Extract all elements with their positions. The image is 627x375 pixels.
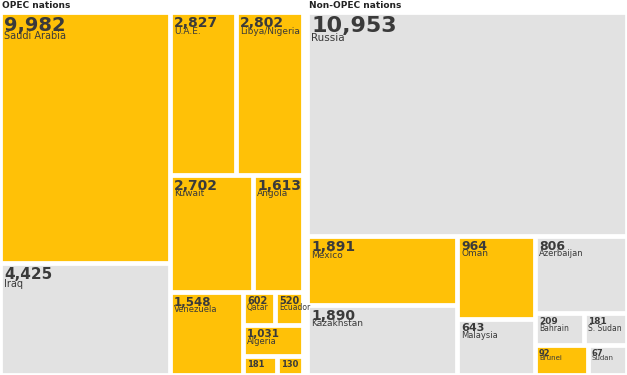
Bar — [244, 326, 302, 355]
Text: 964: 964 — [461, 240, 487, 253]
Bar — [244, 357, 276, 374]
Bar — [536, 237, 626, 312]
Bar — [536, 314, 583, 344]
Text: OPEC nations: OPEC nations — [2, 1, 70, 10]
Text: Azerbaijan: Azerbaijan — [539, 249, 584, 258]
Text: S. Sudan: S. Sudan — [588, 324, 621, 333]
Text: 130: 130 — [281, 360, 298, 369]
Text: Angola: Angola — [257, 189, 288, 198]
Bar — [458, 320, 534, 374]
Text: 1,613: 1,613 — [257, 179, 301, 193]
Text: Algeria: Algeria — [247, 337, 277, 346]
Bar — [308, 237, 456, 304]
Text: 2,802: 2,802 — [240, 16, 284, 30]
Text: Brunei: Brunei — [539, 355, 562, 361]
Text: Iraq: Iraq — [4, 279, 23, 288]
Text: 2,702: 2,702 — [174, 179, 218, 193]
Bar — [589, 346, 626, 374]
Bar — [1, 264, 169, 374]
Bar — [585, 314, 626, 344]
Text: 602: 602 — [247, 296, 267, 306]
Text: 1,548: 1,548 — [174, 296, 211, 309]
Bar — [276, 293, 302, 324]
Bar — [237, 13, 302, 174]
Text: U.A.E.: U.A.E. — [174, 27, 201, 36]
Text: Non-OPEC nations: Non-OPEC nations — [309, 1, 401, 10]
Text: Bahrain: Bahrain — [539, 324, 569, 333]
Text: 1,891: 1,891 — [311, 240, 355, 254]
Text: Sudan: Sudan — [592, 355, 614, 361]
Bar — [171, 293, 242, 374]
Text: Venezuela: Venezuela — [174, 305, 218, 314]
Bar — [308, 13, 626, 235]
Bar — [278, 357, 302, 374]
Text: Kazakhstan: Kazakhstan — [311, 320, 363, 328]
Text: Qatar: Qatar — [247, 303, 269, 312]
Text: Libya/Nigeria: Libya/Nigeria — [240, 27, 300, 36]
Text: Russia: Russia — [311, 33, 345, 43]
Text: 520: 520 — [279, 296, 299, 306]
Text: 643: 643 — [461, 323, 485, 333]
Text: 2,827: 2,827 — [174, 16, 218, 30]
Text: Malaysia: Malaysia — [461, 332, 498, 340]
Text: 181: 181 — [588, 317, 607, 326]
Text: 67: 67 — [592, 349, 604, 358]
Bar — [171, 176, 252, 291]
Bar — [244, 293, 274, 324]
Text: 4,425: 4,425 — [4, 267, 52, 282]
Text: 10,953: 10,953 — [311, 16, 397, 36]
Bar — [308, 306, 456, 374]
Text: Kuwait: Kuwait — [174, 189, 204, 198]
Bar — [254, 176, 302, 291]
Text: 209: 209 — [539, 317, 558, 326]
Text: Mexico: Mexico — [311, 251, 343, 260]
Text: 181: 181 — [247, 360, 265, 369]
Text: 806: 806 — [539, 240, 565, 253]
Text: 9,982: 9,982 — [4, 16, 66, 35]
Text: Oman: Oman — [461, 249, 488, 258]
Bar — [171, 13, 235, 174]
Text: Ecuador: Ecuador — [279, 303, 310, 312]
Bar — [536, 346, 587, 374]
Bar — [1, 13, 169, 262]
Bar — [458, 237, 534, 318]
Text: 92: 92 — [539, 349, 551, 358]
Text: Saudi Arabia: Saudi Arabia — [4, 31, 66, 41]
Text: 1,031: 1,031 — [247, 329, 280, 339]
Text: 1,890: 1,890 — [311, 309, 355, 323]
